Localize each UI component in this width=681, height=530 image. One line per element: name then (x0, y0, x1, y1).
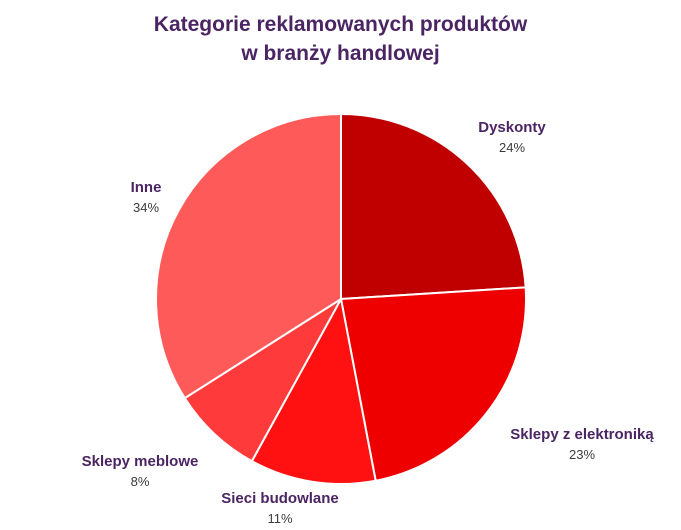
slice-value-label-1: 24% (499, 140, 525, 155)
pie-slice-5 (155, 112, 342, 400)
pie-slice-3 (250, 296, 377, 485)
slice-label-2: Sklepy z elektroniką (510, 426, 654, 443)
slice-label-5: Inne (131, 179, 162, 196)
slice-value-label-5: 34% (133, 200, 159, 215)
chart-title-line-2: w branży handlowej (241, 42, 440, 65)
chart-title-line-1: Kategorie reklamowanych produktów (153, 13, 528, 36)
pie-slice-1 (340, 112, 527, 301)
slice-label-1: Dyskonty (478, 119, 546, 136)
slice-label-4: Sklepy meblowe (82, 453, 199, 470)
pie-slice-4 (183, 298, 342, 463)
chart-title: Kategorie reklamowanych produktów w bran… (0, 10, 681, 68)
slice-value-label-3: 11% (267, 511, 292, 526)
slice-value-label-4: 8% (131, 474, 150, 489)
slice-value-label-2: 23% (569, 447, 595, 462)
pie-slice-2 (339, 286, 527, 482)
slice-label-3: Sieci budowlane (221, 490, 339, 507)
